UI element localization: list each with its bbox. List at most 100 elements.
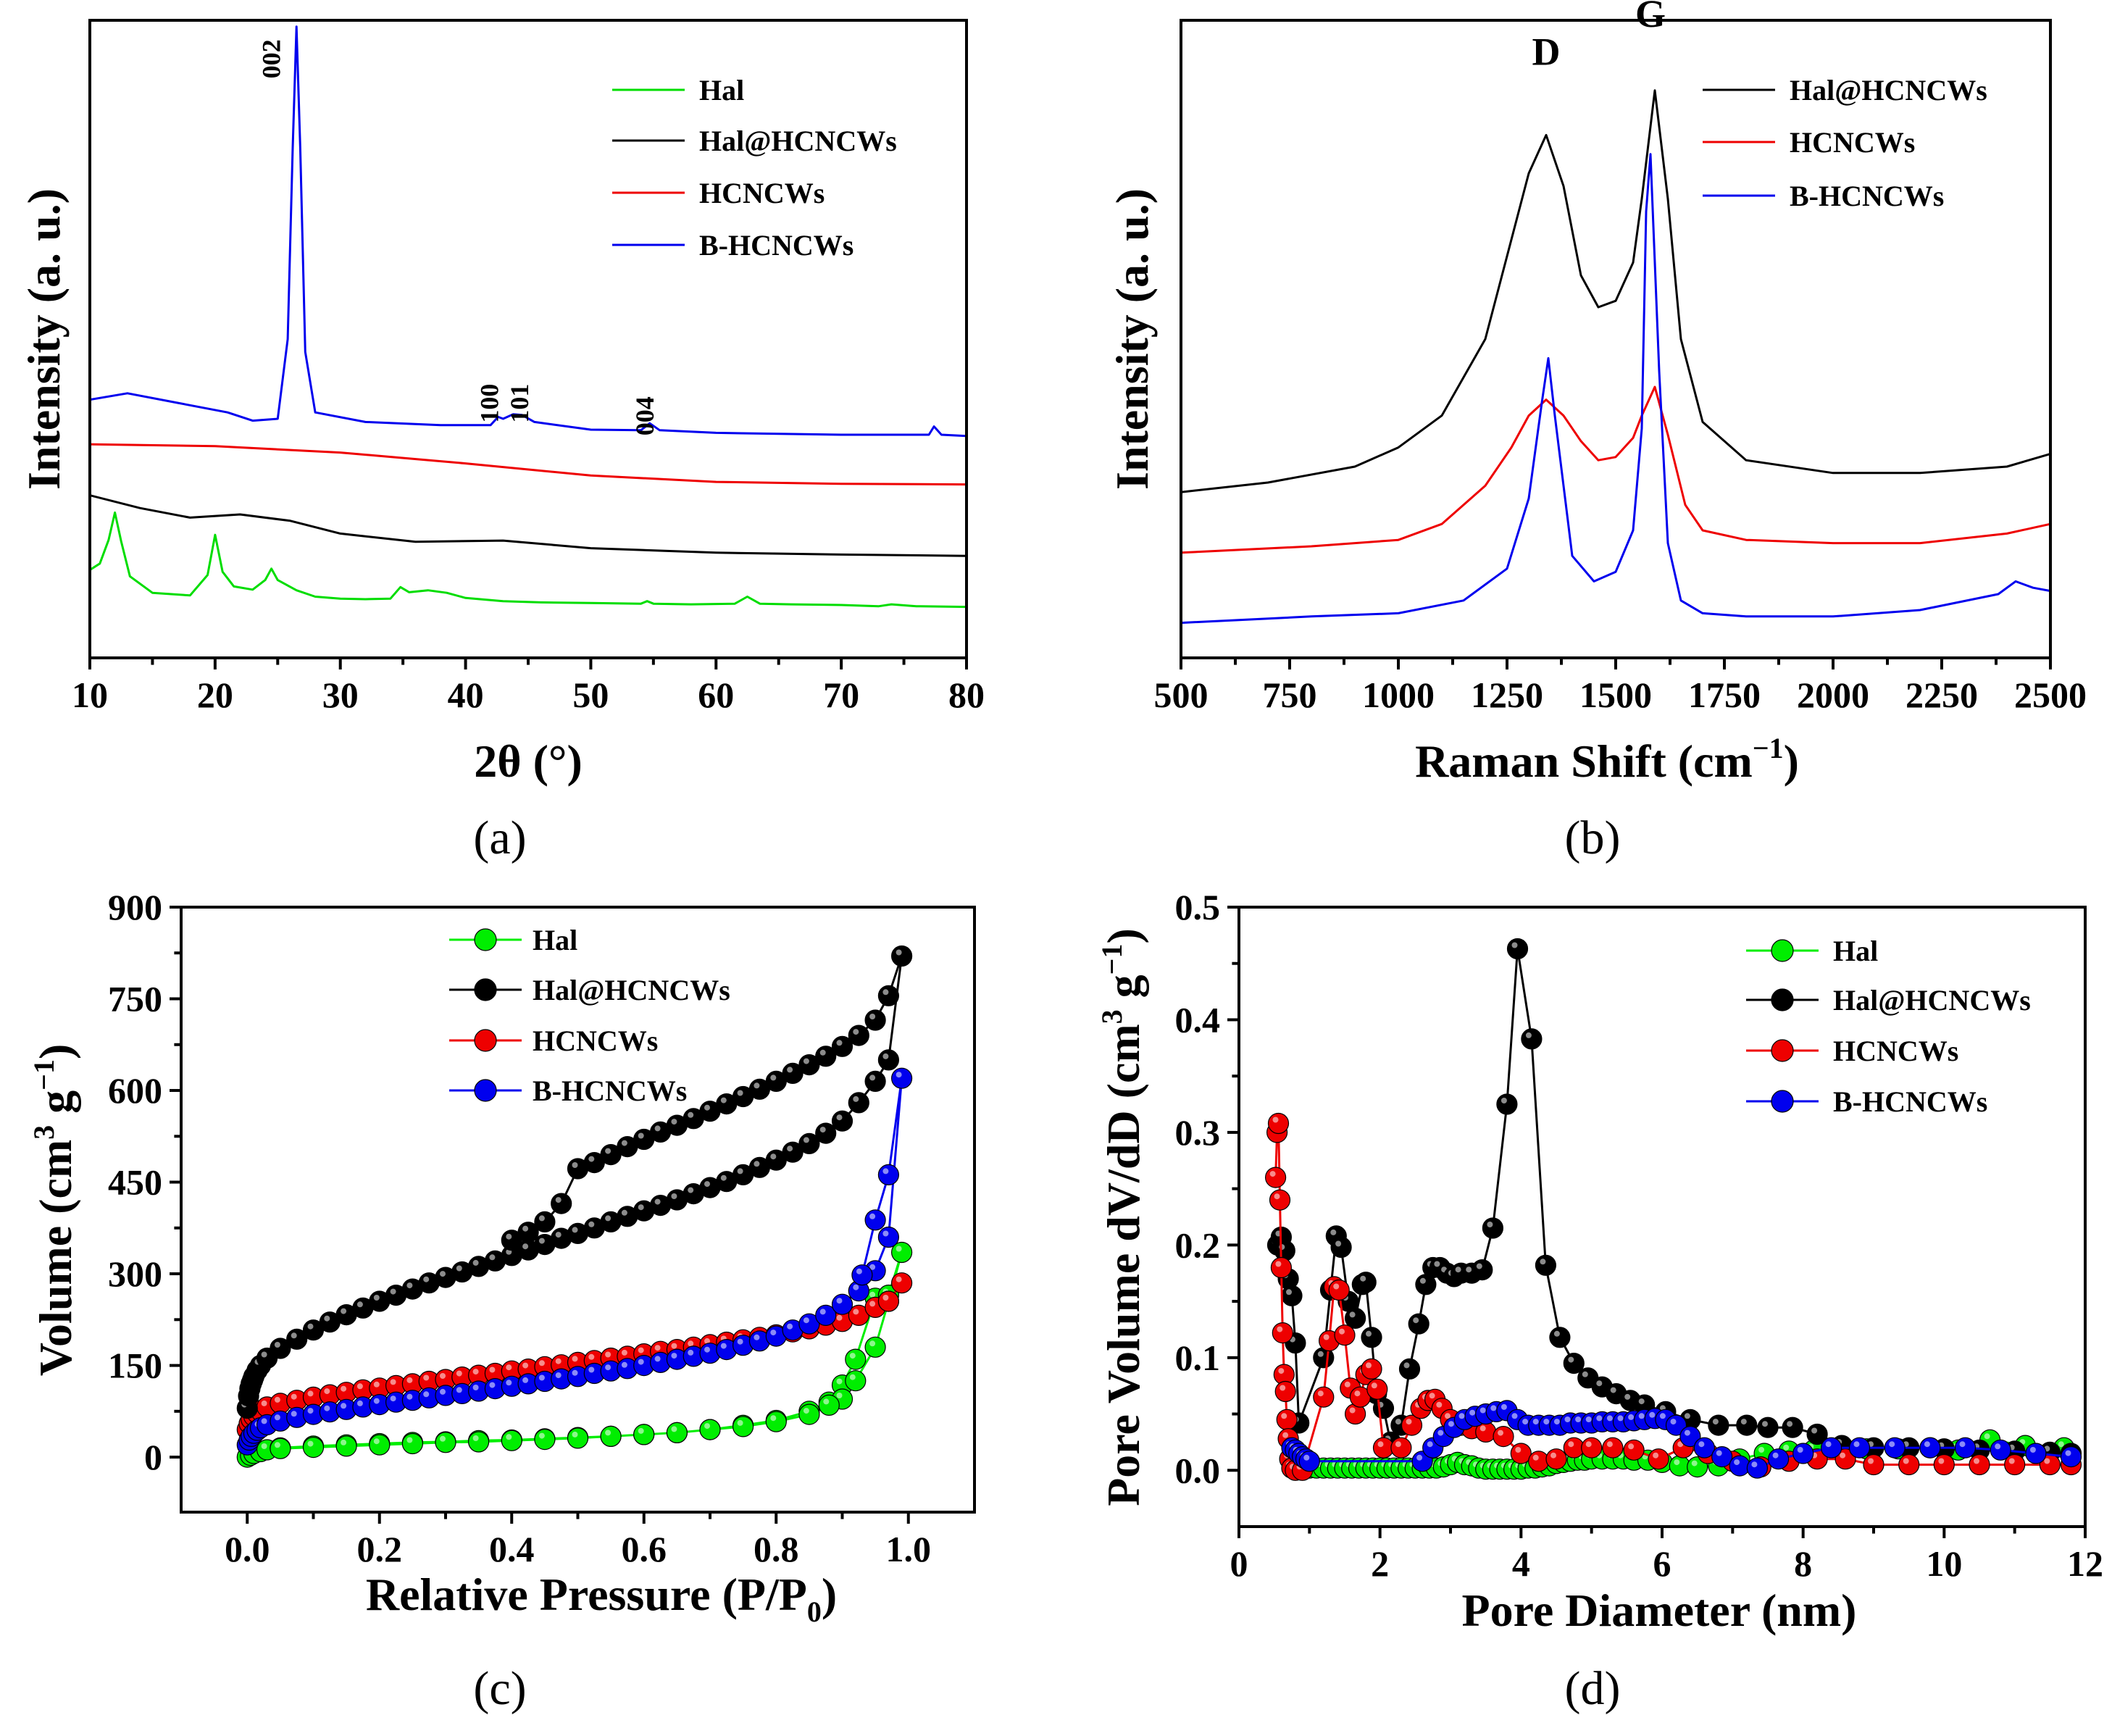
- panel-d-y-axis-title-close: ): [1098, 928, 1149, 943]
- panel-d-point-hal-hcncws: [1281, 1285, 1303, 1306]
- panel-c-point-hal-hcncws: [451, 1261, 473, 1283]
- panel-d-point-b-hcncws: [1884, 1437, 1906, 1459]
- panel-c-legend-label-hal: Hal: [533, 924, 577, 956]
- panel-c-point-hal: [798, 1403, 820, 1425]
- panel-b-x-tick-label: 1000: [1362, 675, 1435, 715]
- panel-c-point-hal: [732, 1416, 754, 1437]
- panel-c-point-hal: [818, 1394, 840, 1416]
- panel-a-legend-label-hcncws: HCNCWs: [699, 177, 825, 209]
- panel-d-point-hal-hcncws: [1549, 1327, 1571, 1348]
- panel-c-point-hal-hcncws: [352, 1297, 374, 1319]
- panel-c-point-hal-hcncws: [877, 985, 900, 1006]
- panel-c-point-hal-hcncws: [864, 1009, 886, 1031]
- panel-d-point-hcncws: [1361, 1358, 1382, 1380]
- panel-c-point-hcncws: [517, 1358, 539, 1380]
- panel-d-point-hal-hcncws: [1708, 1414, 1729, 1436]
- panel-c-point-b-hcncws: [683, 1345, 704, 1367]
- panel-c-point-hal: [600, 1425, 622, 1448]
- panel-d-point-hcncws: [1648, 1448, 1669, 1470]
- panel-d-point-b-hcncws: [1729, 1455, 1750, 1477]
- panel-d-point-b-hcncws: [1711, 1445, 1733, 1468]
- panel-d-point-hcncws: [1366, 1378, 1388, 1400]
- panel-c-x-axis-title-subscript: 0: [807, 1595, 822, 1628]
- panel-d-point-b-hcncws: [1821, 1437, 1842, 1459]
- panel-b-series-line-hal-hcncws: [1180, 89, 2051, 493]
- panel-a-x-tick-label: 50: [572, 675, 609, 715]
- panel-d-point-b-hcncws: [1746, 1457, 1768, 1479]
- panel-d-point-b-hcncws: [1298, 1451, 1320, 1472]
- panel-d-point-hcncws: [1267, 1112, 1290, 1135]
- panel-c-y-tick-label: 150: [108, 1345, 162, 1386]
- panel-c-point-hal: [534, 1428, 556, 1451]
- panel-a-series-line-hcncws: [89, 443, 967, 486]
- panel-b: 500 750 1000 1250 1500 1750 2000 2250 2500 DG Ra…: [1106, 0, 2087, 864]
- panel-c-point-b-hcncws: [369, 1393, 391, 1416]
- panel-c-point-b-hcncws: [815, 1304, 837, 1327]
- panel-c-point-hal: [270, 1437, 291, 1459]
- panel-c-x-axis-title-close: ): [822, 1569, 837, 1620]
- panel-d-x-tick-label: 10: [1926, 1543, 1962, 1584]
- panel-d-legend: Hal Hal@HCNCWs HCNCWs B-HCNCWs: [1746, 935, 2031, 1118]
- panel-d-point-hcncws: [1269, 1189, 1291, 1211]
- panel-c-point-hcncws: [302, 1386, 325, 1409]
- panel-d-point-hal-hcncws: [1506, 938, 1529, 960]
- panel-b-legend-label-hcncws: HCNCWs: [1790, 126, 1915, 159]
- panel-d-point-hcncws: [1270, 1256, 1293, 1279]
- panel-d-point-b-hcncws: [1919, 1437, 1941, 1459]
- panel-d-point-hal-hcncws: [1344, 1307, 1366, 1330]
- panel-a-y-axis-title: Intensity (a. u.): [18, 188, 70, 490]
- panel-b-x-axis-title-main: Raman Shift (cm: [1415, 735, 1753, 787]
- panel-c-point-hal-hcncws: [435, 1266, 456, 1288]
- panel-b-x-axis-title-close: ): [1784, 735, 1799, 787]
- panel-c-legend: Hal Hal@HCNCWs HCNCWs B-HCNCWs: [449, 924, 730, 1107]
- panel-a-ticks: 10 20 30 40 50 60 70 80: [72, 658, 985, 715]
- panel-c-y-tick-label: 900: [108, 887, 162, 927]
- panel-a-x-axis-title: 2θ (°): [474, 735, 583, 787]
- panel-d-point-hal: [1669, 1455, 1690, 1477]
- panel-d-point-hcncws: [1933, 1453, 1955, 1476]
- panel-d-point-b-hcncws: [1848, 1437, 1871, 1459]
- panel-d-point-b-hcncws: [1954, 1437, 1977, 1459]
- panel-b-x-tick-label: 1750: [1688, 675, 1761, 715]
- panel-c-point-b-hcncws: [890, 1067, 913, 1089]
- panel-c-legend-marker-hal-hcncws: [474, 978, 497, 1001]
- panel-b-annotations: DG: [1532, 0, 1666, 74]
- panel-d-point-b-hcncws: [1693, 1437, 1715, 1459]
- panel-c-point-hal-hcncws: [633, 1200, 655, 1222]
- panel-d-point-hcncws: [1401, 1414, 1423, 1436]
- panel-d-x-tick-label: 2: [1371, 1543, 1389, 1584]
- panel-c-point-hal-hcncws: [567, 1158, 589, 1180]
- panel-c-legend-label-b-hcncws: B-HCNCWs: [533, 1074, 687, 1107]
- panel-c-point-hal-hcncws: [699, 1177, 721, 1198]
- panel-c-point-hal-hcncws: [815, 1046, 837, 1067]
- panel-d-point-hal-hcncws: [1415, 1274, 1437, 1295]
- panel-d-point-hcncws: [1493, 1425, 1514, 1448]
- panel-a-peak-label: 101: [505, 384, 534, 423]
- panel-c-point-b-hcncws: [567, 1366, 589, 1387]
- panel-d-y-axis-title-unit-g: g: [1098, 975, 1149, 1009]
- panel-c-point-hal-hcncws: [583, 1151, 605, 1174]
- panel-a-series-line-b-hcncws: [89, 25, 967, 438]
- panel-c-point-hal-hcncws: [302, 1319, 325, 1341]
- panel-c-point-hal: [864, 1336, 886, 1358]
- panel-c-point-hal: [845, 1348, 867, 1370]
- panel-d-point-hcncws: [1390, 1437, 1412, 1459]
- panel-c-point-b-hcncws: [732, 1335, 754, 1356]
- panel-a-x-tick-label: 10: [72, 675, 108, 715]
- panel-c-point-hal-hcncws: [890, 945, 913, 967]
- panel-c-y-axis-title-unit-g: g: [30, 1090, 81, 1125]
- panel-d-point-hcncws: [1863, 1453, 1884, 1476]
- panel-d-legend-label-hal: Hal: [1833, 935, 1878, 967]
- panel-d-point-hal-hcncws: [1782, 1416, 1803, 1438]
- panel-b-x-tick-label: 2250: [1906, 675, 1978, 715]
- panel-d-point-b-hcncws: [1990, 1439, 2011, 1461]
- panel-c-point-hcncws: [369, 1377, 391, 1399]
- panel-d-x-tick-label: 4: [1512, 1543, 1530, 1584]
- panel-d-legend-marker-b-hcncws: [1771, 1090, 1794, 1113]
- panel-b-band-label: G: [1635, 0, 1666, 36]
- panel-c-legend-marker-hcncws: [474, 1029, 497, 1052]
- panel-d-y-tick-label: 0.2: [1175, 1224, 1221, 1265]
- panel-c-y-tick-label: 300: [108, 1253, 162, 1294]
- panel-c-point-b-hcncws: [716, 1338, 738, 1361]
